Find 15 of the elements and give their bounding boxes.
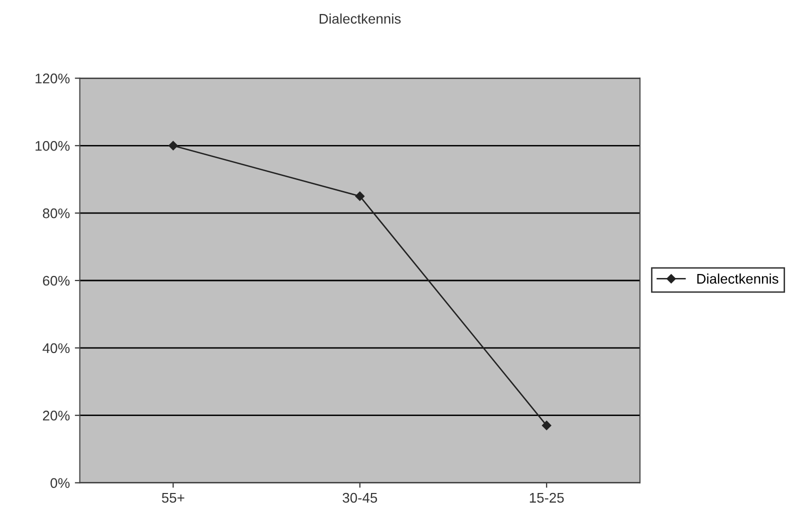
y-tick-label: 20%: [42, 410, 70, 421]
y-tick-label: 80%: [42, 208, 70, 218]
x-tick-label: 30-45: [342, 492, 378, 503]
y-tick-label: 100%: [36, 140, 70, 151]
point: [168, 141, 178, 150]
chart-title: Dialectkennis: [320, 14, 401, 24]
x-tick-label: 55+: [162, 493, 184, 503]
x-tick-label: 15-25: [530, 492, 564, 503]
y-tick-label: 60%: [42, 276, 70, 286]
y-tick-label: 120%: [36, 74, 70, 84]
y-tick-label: 40%: [42, 343, 70, 354]
legend-label: Dialectkennis: [697, 274, 778, 284]
point: [542, 420, 552, 430]
y-tick-label: 0%: [50, 478, 70, 488]
point: [355, 192, 365, 201]
